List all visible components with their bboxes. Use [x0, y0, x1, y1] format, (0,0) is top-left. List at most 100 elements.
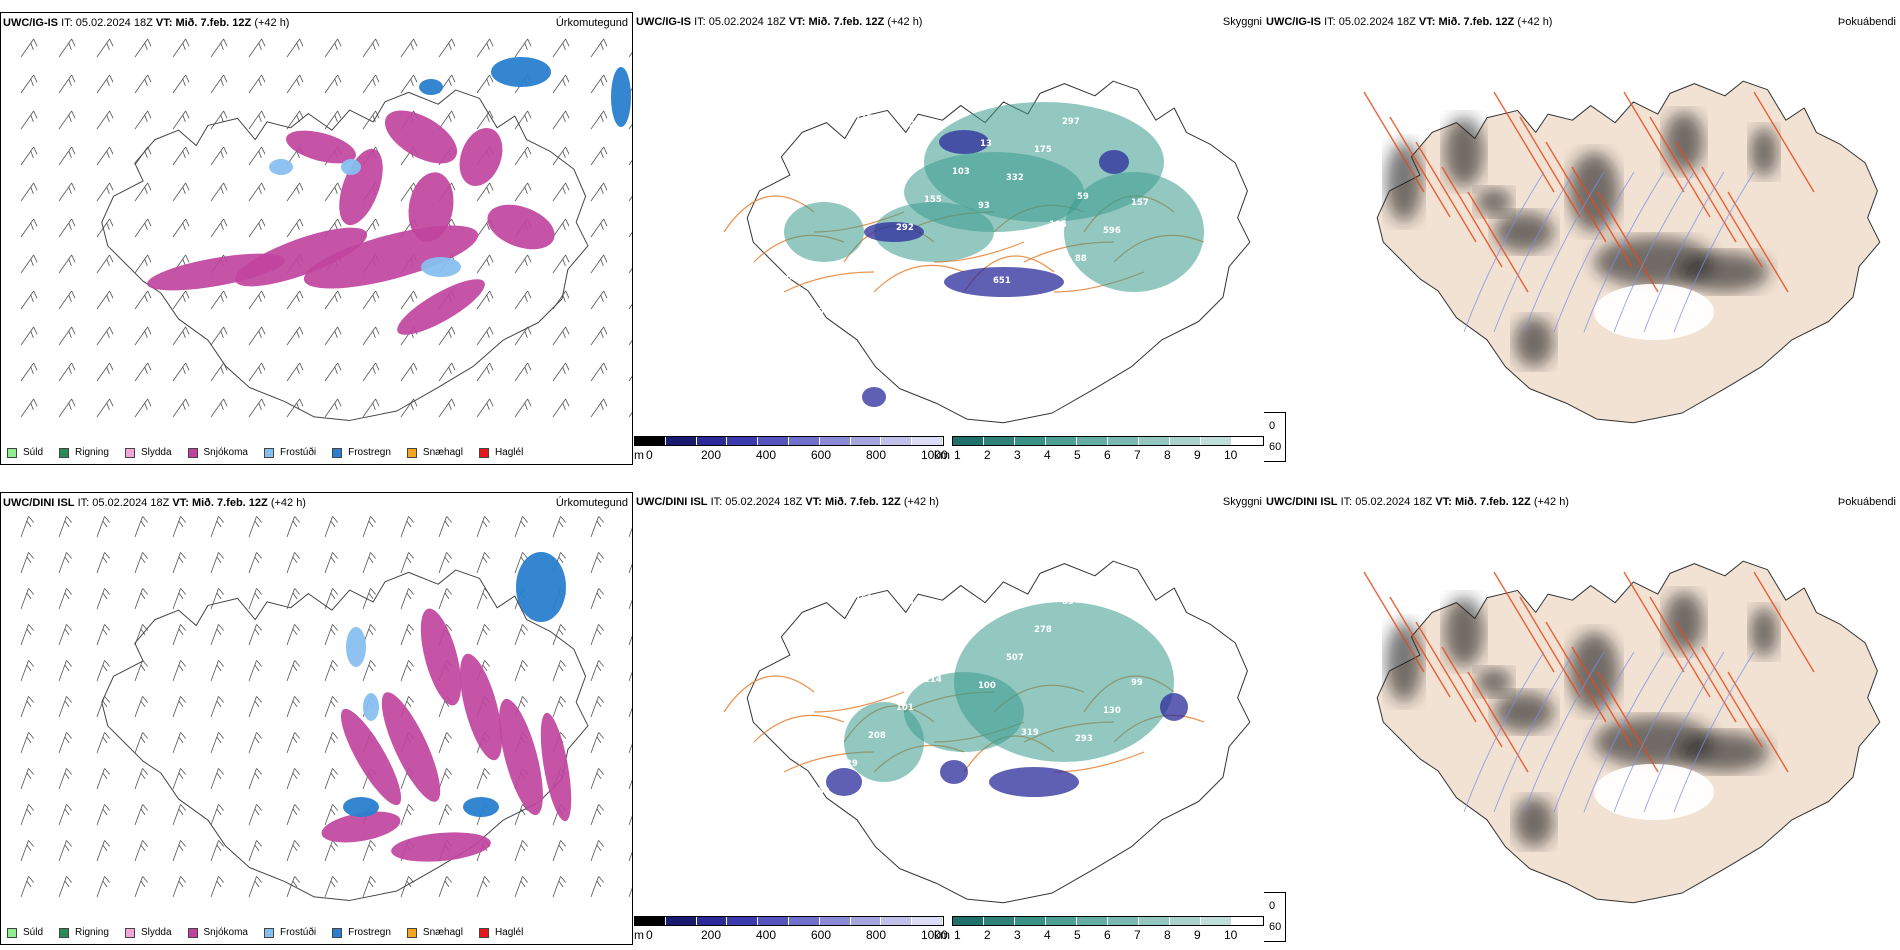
scale-tick: 5 [1074, 928, 1081, 942]
wind-barb [248, 768, 263, 790]
wind-barb [362, 552, 377, 574]
wind-barb [552, 254, 570, 274]
wind-barb [476, 182, 494, 202]
cloud-base-value: 332 [1006, 173, 1024, 183]
color-step [788, 437, 820, 445]
river-line [1553, 171, 1635, 333]
precip-area [234, 227, 368, 287]
wind-barb [172, 624, 187, 646]
wind-barb [248, 876, 263, 898]
wind-barb [324, 38, 342, 58]
river-line [1523, 171, 1605, 333]
precip-area [487, 204, 555, 250]
wind-barb [248, 362, 266, 382]
wind-barb [628, 804, 632, 826]
wind-barb [96, 768, 111, 790]
wind-barb [514, 182, 532, 202]
wind-barb [58, 624, 73, 646]
cloud-base-value: 278 [1034, 625, 1052, 635]
legend-item: Slydda [124, 927, 172, 938]
wind-barb [96, 552, 111, 574]
wind-barb [590, 660, 605, 682]
road-line [783, 271, 875, 293]
wind-barb [210, 38, 228, 58]
cloud-base-value: 507 [1006, 653, 1024, 663]
wind-barb [514, 804, 529, 826]
wind-barb [324, 552, 339, 574]
wind-barb [134, 218, 152, 238]
road-line [1363, 91, 1425, 193]
road-line [1467, 671, 1529, 773]
wind-barb [552, 660, 567, 682]
wind-barb [96, 74, 114, 94]
wind-barb [590, 552, 605, 574]
wind-barb [362, 840, 377, 862]
cloud-base-value: 423 [799, 170, 817, 180]
legend-item: Haglél [478, 447, 523, 458]
wind-barb [552, 362, 570, 382]
wind-barb [58, 876, 73, 898]
color-step [1232, 437, 1263, 445]
precip-area [391, 832, 491, 862]
legend-item: Rigning [59, 447, 109, 458]
cloud-base-value: 109 [812, 307, 830, 317]
wind-barb [552, 840, 567, 862]
legend-swatch [263, 927, 274, 938]
wind-barb [248, 182, 266, 202]
wind-barb [248, 218, 266, 238]
wind-barb [248, 110, 266, 130]
scale-tick: 2 [984, 928, 991, 942]
wind-barb [134, 182, 152, 202]
panel-product-label: Skyggni [1222, 496, 1262, 508]
cloud-base-value: 105 [937, 812, 955, 822]
wind-barb [96, 804, 111, 826]
precip-area [346, 627, 366, 667]
wind-barb [134, 660, 149, 682]
scale-tick: 8 [1164, 928, 1171, 942]
fog-area [1679, 252, 1769, 292]
fog-panel-row1: UWC/IG-IS IT: 05.02.2024 18Z VT: Mið. 7.… [1264, 12, 1900, 465]
wind-barb [628, 362, 632, 382]
river-line [1523, 651, 1605, 813]
panel-title: UWC/DINI ISL IT: 05.02.2024 18Z VT: Mið.… [1266, 496, 1569, 508]
legend-label: Rigning [75, 927, 109, 938]
wind-barb [96, 516, 111, 538]
cloud-base-value: 208 [868, 731, 886, 741]
legend-swatch [478, 447, 489, 458]
legend-swatch [124, 447, 135, 458]
fog-panel-row2: UWC/DINI ISL IT: 05.02.2024 18Z VT: Mið.… [1264, 492, 1900, 945]
low-cloud-area [939, 130, 989, 154]
legend-label: Snæhagl [422, 447, 463, 458]
wind-barb [96, 398, 114, 418]
color-step [665, 437, 697, 445]
legend-item: Snjókoma [187, 927, 248, 938]
wind-barb [210, 768, 225, 790]
cloud-scale-m: m 0 200 400 600 800 1000 [634, 436, 948, 465]
wind-barb [210, 552, 225, 574]
scale-unit: km [934, 448, 950, 462]
wind-barb [514, 660, 529, 682]
wind-barb [628, 732, 632, 754]
wind-barb [172, 218, 190, 238]
precip-area [420, 608, 462, 706]
wind-barb [476, 516, 491, 538]
color-step [1077, 437, 1108, 445]
color-step [953, 437, 984, 445]
scale-tick: 0 [646, 448, 653, 462]
cloud-base-value: 16 [1118, 781, 1130, 791]
wind-barb [438, 110, 456, 130]
cloud-base-value: 107 [909, 600, 927, 610]
color-step [1170, 437, 1201, 445]
wind-barb [96, 182, 114, 202]
color-step [912, 437, 943, 445]
color-step [665, 917, 697, 925]
cloud-base-value: 596 [1103, 226, 1121, 236]
cloud-base-value: 88 [1075, 254, 1087, 264]
fog-key-dark-label: 0 [1269, 900, 1276, 912]
scale-tick: 9 [1194, 448, 1201, 462]
wind-barb [96, 696, 111, 718]
cloud-base-value: 292 [896, 223, 914, 233]
road-line [813, 691, 905, 713]
scale-tick: 3 [1014, 448, 1021, 462]
color-step [758, 917, 789, 925]
